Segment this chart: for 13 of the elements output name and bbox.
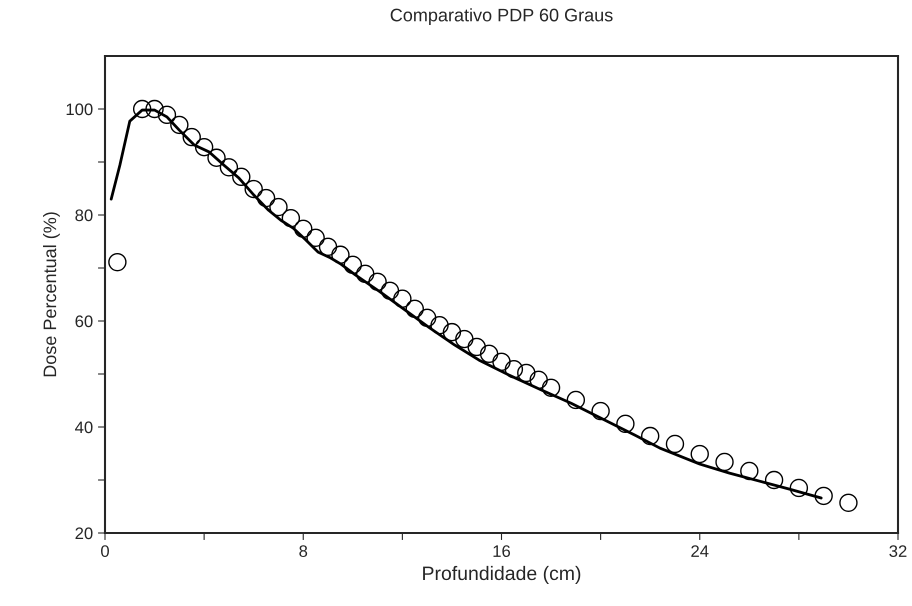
y-tick-label: 20 bbox=[75, 527, 93, 540]
x-tick-label: 24 bbox=[691, 545, 709, 557]
x-tick-label: 8 bbox=[299, 545, 308, 558]
x-tick-label: 32 bbox=[889, 545, 906, 558]
y-tick-label: 60 bbox=[76, 315, 93, 328]
y-tick-label: 40 bbox=[75, 421, 93, 434]
x-tick-label: 16 bbox=[494, 545, 510, 558]
y-tick-label: 80 bbox=[75, 209, 93, 222]
y-axis-title: Dose Percentual (%) bbox=[43, 212, 60, 376]
chart-title: Comparativo PDP 60 Graus bbox=[390, 8, 613, 26]
y-tick-label: 100 bbox=[66, 103, 93, 116]
x-tick-label: 0 bbox=[101, 545, 109, 558]
x-axis-title: Profundidade (cm) bbox=[423, 566, 580, 584]
